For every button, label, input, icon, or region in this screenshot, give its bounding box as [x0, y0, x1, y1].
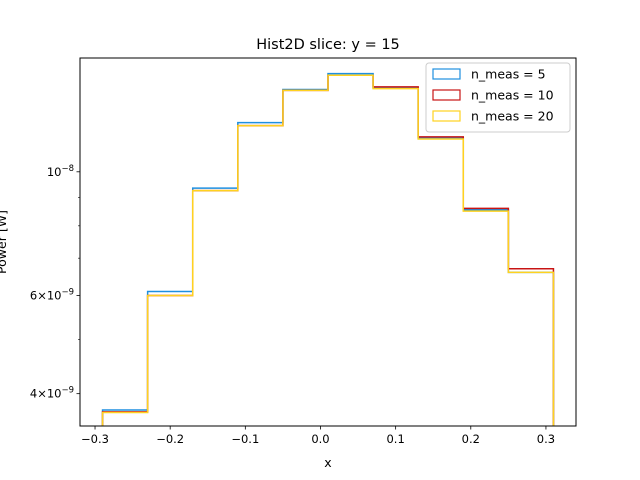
x-tick-label: 0.1	[386, 432, 404, 446]
legend-swatch	[432, 110, 461, 122]
x-axis: −0.3 −0.2 −0.1 0.0 0.1 0.2 0.3	[81, 426, 555, 446]
legend-label: n_meas = 5	[471, 67, 546, 82]
legend-swatch	[432, 68, 461, 80]
x-tick-label: 0.2	[462, 432, 480, 446]
legend-swatch	[432, 89, 461, 101]
x-tick-label: 0.3	[537, 432, 555, 446]
chart-title: Hist2D slice: y = 15	[256, 37, 400, 53]
x-tick-label: −0.1	[231, 432, 259, 446]
x-tick-label: 0.0	[311, 432, 329, 446]
legend-label: n_meas = 10	[471, 88, 554, 103]
y-axis-label: Power [W]	[0, 210, 9, 274]
x-axis-label: x	[324, 455, 331, 470]
legend-label: n_meas = 20	[471, 109, 554, 124]
legend: n_meas = 5 n_meas = 10 n_meas = 20	[425, 62, 571, 133]
series-layer	[101, 72, 555, 426]
series-3-step-line	[101, 74, 555, 426]
x-tick-label: −0.3	[81, 432, 109, 446]
x-tick-label: −0.2	[156, 432, 184, 446]
legend-box	[425, 62, 571, 133]
axes-frame	[79, 57, 577, 427]
